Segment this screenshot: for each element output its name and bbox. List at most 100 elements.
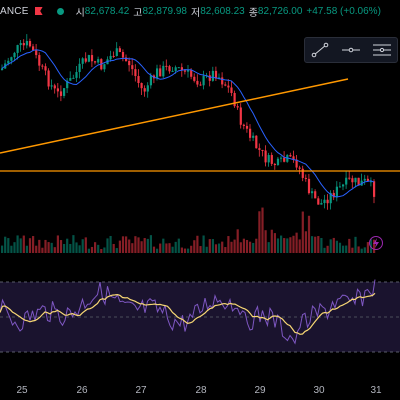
flag-icon[interactable] bbox=[34, 7, 43, 15]
candle-body bbox=[94, 61, 97, 63]
volume-bar bbox=[196, 235, 199, 253]
volume-bar bbox=[354, 236, 357, 253]
volume-bar bbox=[242, 238, 245, 253]
volume-bar bbox=[115, 248, 118, 253]
volume-bar bbox=[264, 230, 267, 253]
price-pane[interactable] bbox=[0, 0, 400, 262]
candle-body bbox=[252, 135, 255, 138]
candle-body bbox=[363, 178, 366, 181]
volume-bar bbox=[165, 243, 168, 253]
volume-bar bbox=[205, 246, 208, 253]
volume-bar bbox=[103, 247, 106, 253]
rsi-pane[interactable] bbox=[0, 268, 400, 382]
volume-bar bbox=[106, 238, 109, 253]
volume-bar bbox=[307, 215, 311, 253]
volume-bar bbox=[4, 236, 7, 253]
candle-body bbox=[16, 45, 19, 53]
volume-bar bbox=[304, 231, 307, 253]
volume-bar bbox=[283, 238, 286, 253]
time-axis-label: 26 bbox=[76, 385, 88, 396]
volume-bar bbox=[87, 248, 90, 253]
volume-bar bbox=[366, 242, 369, 253]
candle-body bbox=[72, 77, 75, 79]
volume-bar bbox=[35, 245, 38, 253]
volume-bar bbox=[69, 243, 72, 253]
volume-bar bbox=[183, 248, 187, 253]
candle-body bbox=[196, 80, 199, 85]
candle-body bbox=[211, 70, 214, 81]
candle-body bbox=[214, 70, 218, 79]
volume-bar bbox=[143, 238, 146, 253]
volume-bar bbox=[351, 247, 354, 253]
volume-bar bbox=[214, 244, 218, 253]
candle-body bbox=[168, 66, 171, 72]
symbol-label[interactable]: ANCE bbox=[0, 5, 29, 17]
time-axis[interactable]: 25 26 27 28 29 30 31 bbox=[0, 384, 400, 400]
candle-body bbox=[97, 59, 100, 63]
volume-bar bbox=[258, 211, 261, 253]
candle-body bbox=[183, 70, 187, 72]
volume-bar bbox=[202, 235, 205, 253]
horizontal-ray-tool-button[interactable] bbox=[336, 38, 367, 62]
volume-bar bbox=[363, 247, 366, 253]
volume-bar bbox=[128, 239, 131, 253]
volume-bar bbox=[140, 241, 143, 253]
candle-body bbox=[190, 70, 193, 77]
candle-body bbox=[202, 75, 205, 86]
candle-body bbox=[180, 67, 183, 71]
volume-bar bbox=[118, 240, 121, 253]
candle-body bbox=[118, 48, 121, 53]
candle-body bbox=[227, 85, 230, 88]
candle-body bbox=[149, 75, 152, 86]
candle-body bbox=[298, 167, 301, 169]
lightning-icon[interactable] bbox=[369, 236, 383, 250]
trend-line-tool-button[interactable] bbox=[305, 38, 336, 62]
volume-bar bbox=[75, 242, 78, 253]
volume-bar bbox=[245, 239, 249, 253]
volume-bar bbox=[348, 238, 351, 253]
volume-bar bbox=[335, 240, 338, 253]
time-axis-label: 30 bbox=[313, 385, 325, 396]
candle-body bbox=[292, 156, 295, 160]
volume-bar bbox=[320, 237, 323, 253]
candle-body bbox=[162, 65, 165, 77]
candle-body bbox=[75, 72, 78, 78]
volume-bar bbox=[342, 245, 345, 253]
candle-body bbox=[193, 76, 196, 81]
open-value: 82,678.42 bbox=[84, 5, 130, 17]
volume-bar bbox=[125, 236, 128, 253]
volume-bar bbox=[276, 238, 280, 253]
candle-body bbox=[25, 40, 28, 46]
volume-bar bbox=[267, 242, 270, 253]
volume-bar bbox=[159, 243, 162, 253]
volume-bar bbox=[190, 245, 193, 253]
candle-body bbox=[239, 107, 242, 125]
volume-bar bbox=[227, 236, 230, 253]
candle-body bbox=[7, 60, 10, 64]
candle-body bbox=[307, 178, 311, 194]
candle-body bbox=[137, 76, 140, 84]
volume-bar bbox=[311, 236, 314, 253]
candle-body bbox=[354, 177, 357, 183]
horizontal-lines-tool-button[interactable] bbox=[366, 38, 397, 62]
candle-body bbox=[208, 75, 211, 81]
candle-body bbox=[171, 70, 174, 72]
candle-body bbox=[121, 52, 125, 58]
candle-body bbox=[84, 58, 87, 62]
trend-line-drawing[interactable] bbox=[0, 78, 349, 154]
candle-body bbox=[345, 177, 348, 185]
candle-body bbox=[236, 106, 239, 108]
candle-body bbox=[81, 58, 84, 64]
volume-bar bbox=[53, 247, 56, 253]
volume-bar bbox=[295, 232, 298, 253]
candle-body bbox=[218, 77, 221, 79]
volume-bar bbox=[90, 246, 94, 253]
candle-body bbox=[143, 88, 146, 92]
volume-bar bbox=[230, 241, 233, 253]
volume-bar bbox=[10, 245, 13, 253]
volume-bar bbox=[236, 229, 239, 253]
candle-body bbox=[32, 46, 35, 51]
candle-body bbox=[28, 40, 32, 47]
candle-body bbox=[249, 128, 252, 138]
